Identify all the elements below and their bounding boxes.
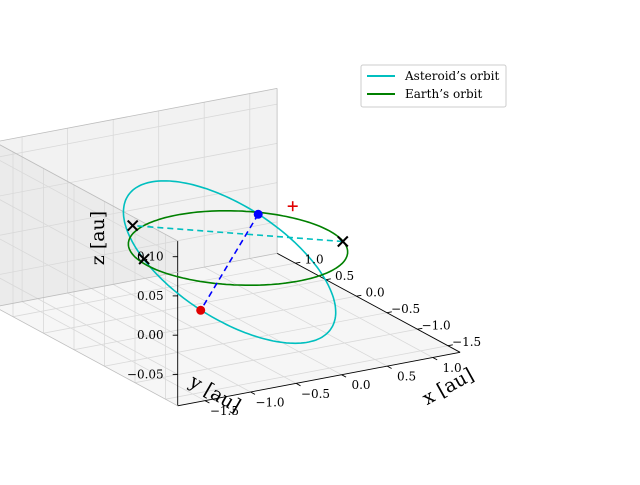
- series-earth-orbit: [127, 210, 349, 287]
- grid-z-back-2: [0, 143, 278, 197]
- x-tick-label-2: −0.5: [301, 387, 330, 401]
- x-tick-label-3: 0.0: [351, 378, 370, 392]
- x-tick-5: [432, 357, 438, 361]
- pane-edge-back-top: [0, 88, 278, 142]
- grid-y-floor-3: [73, 295, 357, 351]
- plot-area: [122, 180, 349, 345]
- x-tick-1: [250, 391, 256, 395]
- y-tick-5: [295, 261, 301, 264]
- grid-x-floor-4: [204, 266, 388, 367]
- y-tick-2: [386, 311, 392, 314]
- legend-label-asteroid: Asteroid’s orbit: [404, 69, 499, 83]
- x-axis-line: [177, 351, 461, 407]
- grid-x-floor-5: [249, 258, 433, 358]
- y-tick-label-2: −0.5: [391, 302, 420, 316]
- grid-z-left-1: [0, 238, 178, 336]
- pane-edge-floor-left: [0, 309, 178, 407]
- grid-y-floor-2: [104, 312, 387, 367]
- grid-z-left-3: [0, 160, 178, 258]
- major-axis-line: [200, 213, 259, 311]
- node-marker-2-stroke-b: [126, 219, 139, 232]
- grid-x-floor-1: [67, 292, 251, 393]
- grid-x-floor-2: [113, 284, 297, 384]
- grid-y-floor-4: [43, 279, 326, 334]
- x-tick-label-4: 0.5: [397, 370, 416, 384]
- grid-x-floor-0: [21, 301, 206, 402]
- legend-box: [360, 64, 507, 108]
- node-marker-1: [337, 235, 349, 248]
- y-tick-label-4: 0.5: [335, 269, 354, 283]
- x-tick-label-5: 1.0: [443, 361, 462, 375]
- node-marker-2: [126, 219, 139, 232]
- z-tick-label-0: −0.05: [127, 367, 164, 381]
- y-tick-1: [417, 327, 423, 330]
- y-tick-label-0: −1.5: [452, 335, 481, 349]
- legend: Asteroid’s orbit Earth’s orbit: [360, 64, 507, 108]
- tick-marks: [172, 256, 453, 404]
- legend-label-earth: Earth’s orbit: [405, 87, 482, 101]
- grid-z-left-0: [0, 277, 178, 375]
- y-tick-label-3: 0.0: [366, 286, 385, 300]
- grid-x-floor-3: [158, 275, 342, 376]
- y-tick-3: [356, 294, 362, 297]
- y-tick-label-5: 1.0: [305, 253, 324, 267]
- x-tick-label-0: −1.5: [210, 404, 239, 418]
- grid-lines: [0, 93, 448, 402]
- node-marker-1-stroke-b: [337, 235, 349, 248]
- x-tick-3: [341, 374, 347, 378]
- grid-y-floor-1: [134, 328, 418, 384]
- grid-y-floor-0: [165, 345, 448, 400]
- intersection-marker-stroke-b: [138, 253, 150, 265]
- x-tick-0: [204, 400, 210, 404]
- z-axis-label: z [au]: [87, 211, 109, 265]
- y-tick-0: [447, 344, 453, 347]
- floor-pane: [0, 253, 461, 406]
- axis-frame: [0, 88, 461, 407]
- focus-marker: [287, 201, 298, 212]
- node-line: [132, 224, 343, 243]
- perihelion-point: [253, 209, 263, 219]
- grid-y-floor-5: [12, 262, 296, 318]
- x-tick-2: [295, 383, 301, 387]
- intersection-marker: [138, 253, 150, 265]
- z-tick-label-3: 0.10: [137, 250, 164, 264]
- y-tick-label-1: −1.0: [422, 319, 451, 333]
- aphelion-point: [196, 305, 206, 315]
- tick-labels: −1.5−1.0−0.50.00.51.0−1.5−1.0−0.50.00.51…: [127, 250, 481, 418]
- z-tick-label-1: 0.00: [137, 328, 164, 342]
- x-tick-label-1: −1.0: [255, 396, 284, 410]
- x-tick-4: [386, 365, 392, 369]
- y-tick-4: [325, 278, 331, 281]
- axis-panes: [0, 88, 461, 406]
- grid-z-left-2: [0, 199, 178, 297]
- z-tick-label-2: 0.05: [137, 289, 164, 303]
- grid-z-back-3: [0, 103, 278, 158]
- grid-z-back-1: [0, 182, 278, 236]
- y-axis-line: [276, 252, 461, 353]
